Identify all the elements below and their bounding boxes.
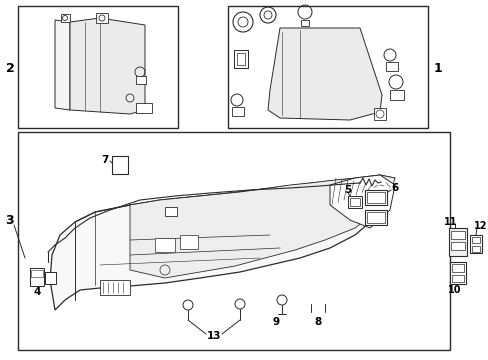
Bar: [471, 237, 479, 243]
Bar: [449, 262, 465, 284]
Bar: [31, 270, 43, 277]
Bar: [373, 108, 385, 120]
Text: 10: 10: [447, 285, 461, 295]
Bar: [61, 14, 70, 22]
Bar: [451, 275, 463, 282]
Text: 9: 9: [272, 317, 279, 327]
Text: 5: 5: [344, 185, 351, 195]
Bar: [96, 13, 108, 23]
Text: 11: 11: [443, 217, 457, 227]
Bar: [155, 238, 175, 252]
Text: 2: 2: [6, 62, 14, 75]
Text: 3: 3: [6, 213, 14, 226]
Text: 7: 7: [101, 155, 108, 165]
Polygon shape: [329, 175, 394, 228]
Bar: [364, 210, 386, 225]
Polygon shape: [130, 175, 394, 278]
Polygon shape: [70, 18, 145, 114]
Bar: [469, 235, 481, 253]
Bar: [227, 6, 427, 128]
Bar: [234, 50, 247, 68]
Polygon shape: [50, 178, 394, 310]
Bar: [366, 212, 384, 223]
Bar: [366, 192, 384, 203]
Bar: [349, 198, 359, 206]
Bar: [471, 246, 479, 252]
Bar: [45, 272, 56, 284]
Bar: [347, 196, 361, 208]
Bar: [136, 76, 146, 84]
Bar: [180, 235, 198, 249]
Bar: [385, 62, 397, 71]
Bar: [451, 264, 463, 272]
Bar: [450, 242, 464, 250]
Text: 6: 6: [390, 183, 398, 193]
Bar: [164, 207, 177, 216]
Bar: [448, 228, 466, 256]
Text: 8: 8: [314, 317, 321, 327]
Text: 13: 13: [206, 331, 221, 341]
Bar: [136, 103, 152, 113]
Bar: [364, 190, 386, 205]
Bar: [450, 231, 464, 239]
Text: 1: 1: [433, 62, 442, 75]
Bar: [301, 20, 308, 26]
Bar: [18, 6, 178, 128]
Bar: [237, 53, 244, 65]
Polygon shape: [100, 280, 130, 295]
Text: 4: 4: [33, 287, 41, 297]
Bar: [389, 90, 403, 100]
Bar: [112, 156, 128, 174]
Bar: [30, 268, 44, 286]
Bar: [18, 132, 449, 350]
Polygon shape: [267, 28, 381, 120]
Bar: [231, 107, 244, 116]
Text: 12: 12: [473, 221, 487, 231]
Polygon shape: [55, 20, 70, 110]
